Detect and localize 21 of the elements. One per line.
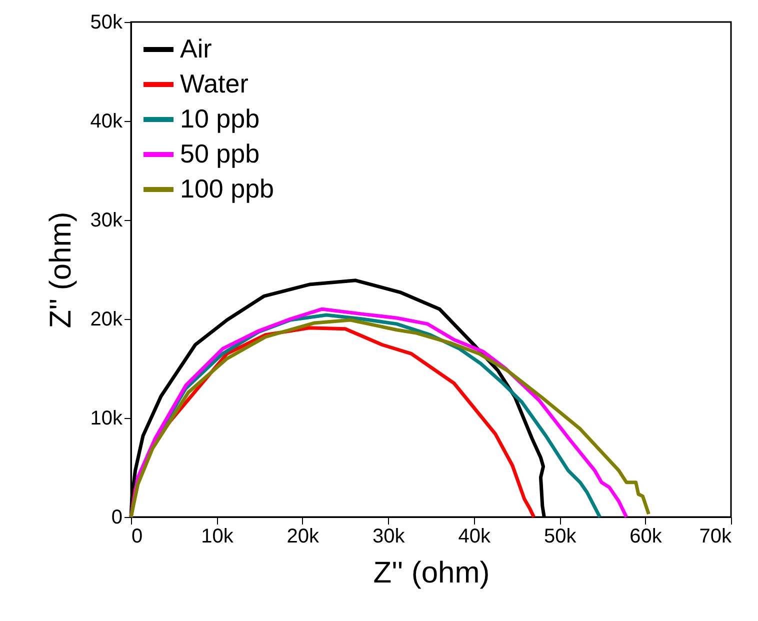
y-tick-label: 20k xyxy=(90,308,124,330)
x-tick-label: 70k xyxy=(699,526,732,548)
x-tick-label: 60k xyxy=(630,526,663,548)
legend-label: 10 ppb xyxy=(180,104,260,134)
x-tick-label: 50k xyxy=(544,526,578,548)
y-tick-label: 50k xyxy=(90,12,124,34)
y-axis-title: Z'' (ohm) xyxy=(44,212,78,328)
x-axis-title: Z'' (ohm) xyxy=(373,556,490,590)
legend-label: 50 ppb xyxy=(180,138,260,168)
y-tick-label: 10k xyxy=(90,408,124,430)
legend-label: Air xyxy=(180,34,212,64)
y-tick-label: 40k xyxy=(90,110,124,132)
x-tick-label: 20k xyxy=(286,526,320,548)
x-tick-label: 10k xyxy=(201,526,234,548)
x-tick-label: 30k xyxy=(372,526,406,548)
y-tick-label: 30k xyxy=(90,210,124,232)
legend-label: 100 ppb xyxy=(180,174,274,204)
x-tick-label: 40k xyxy=(458,526,492,548)
x-tick-label: 0 xyxy=(132,526,143,548)
y-tick-label: 0 xyxy=(111,506,122,528)
legend-label: Water xyxy=(180,68,249,98)
